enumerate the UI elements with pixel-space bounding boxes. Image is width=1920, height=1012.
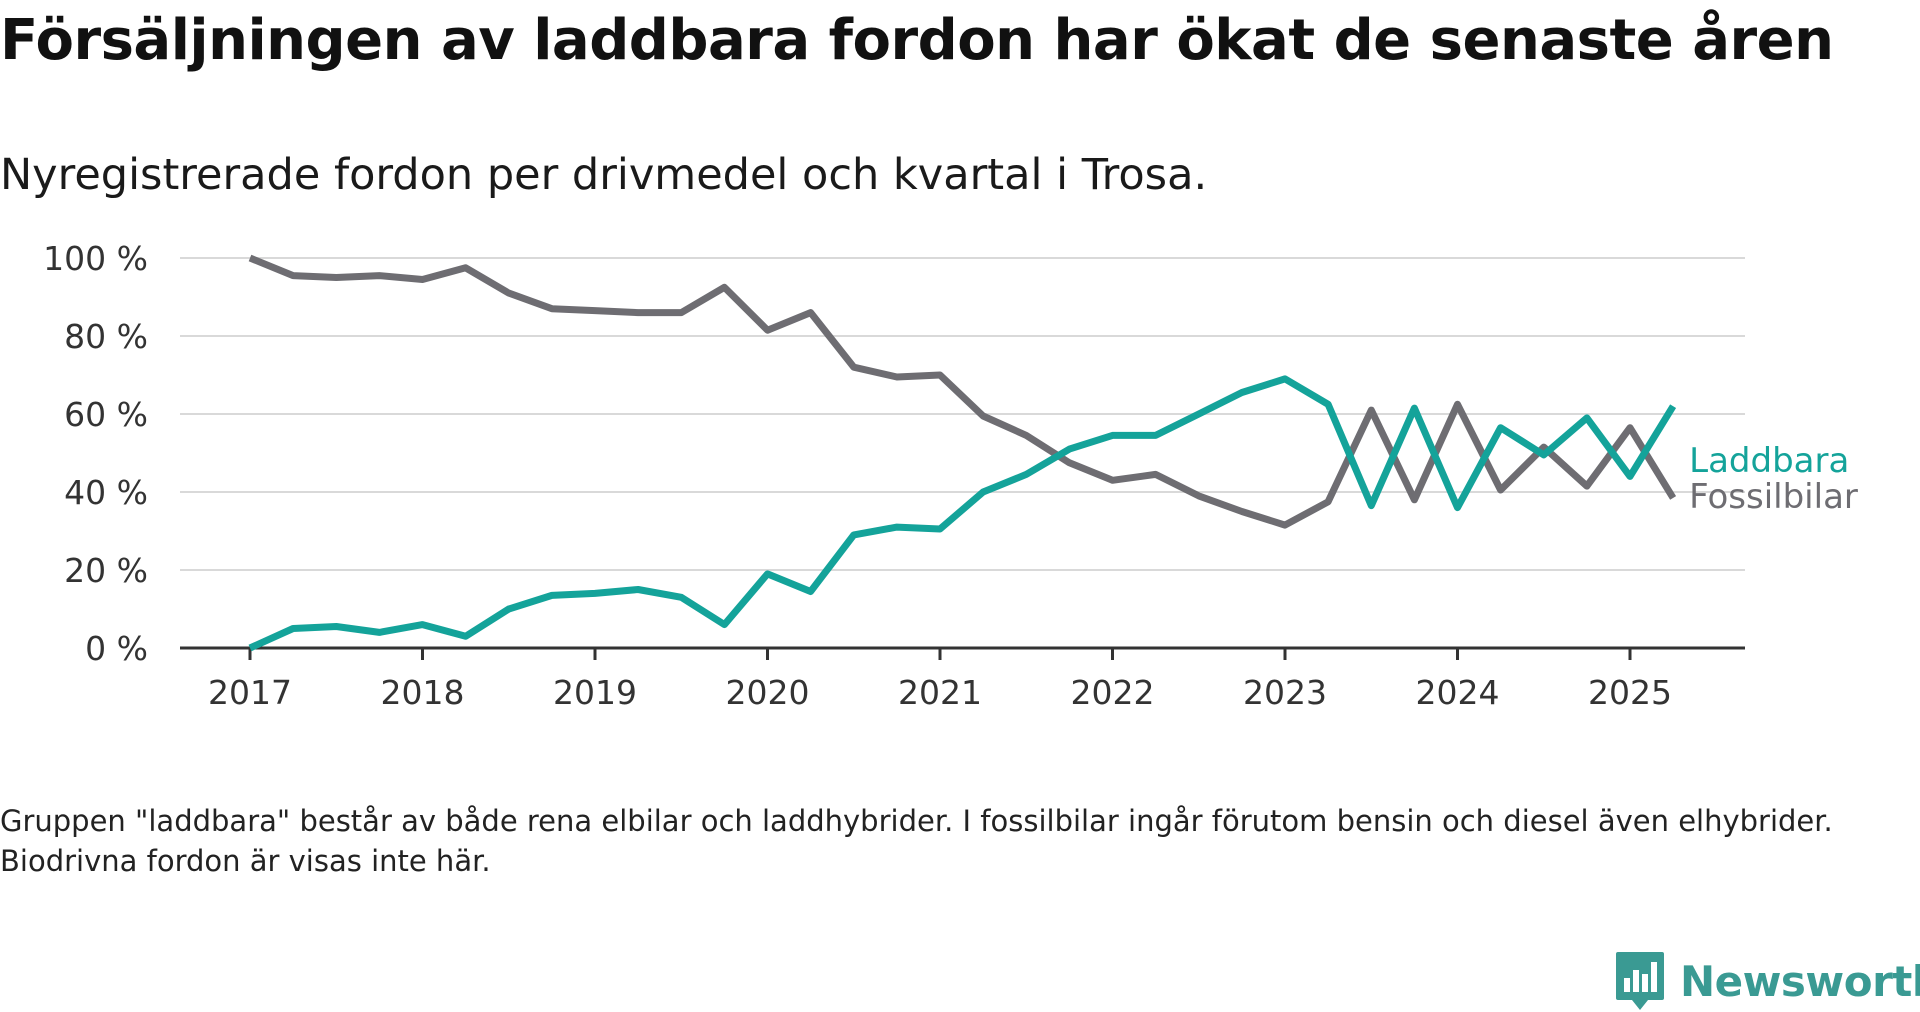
series-line-fossilbilar [248,254,1677,529]
series-line-laddbara [248,375,1677,652]
y-tick-label: 0 % [85,629,148,668]
chart-subtitle: Nyregistrerade fordon per drivmedel och … [0,150,1208,200]
x-tick-label: 2023 [1243,673,1327,712]
y-tick-label: 100 % [43,239,148,278]
series-label-laddbara: Laddbara [1689,441,1849,481]
axes: 0 % 20 % 40 % 60 % 80 % 100 % 2017 2018 2019 2020… [43,239,1745,712]
footnote: Gruppen "laddbara" består av både rena e… [0,804,1833,878]
series-lines [248,254,1677,652]
brand-logo[interactable]: Newsworthy [1614,950,1920,1012]
x-tick-label: 2025 [1588,673,1672,712]
line-chart: 0 % 20 % 40 % 60 % 80 % 100 % 2017 2018 2019 2020… [43,239,1858,712]
series-label-fossilbilar: Fossilbilar [1689,477,1858,517]
newsworthy-logo-icon [1616,952,1664,1010]
x-tick-label: 2021 [898,673,982,712]
x-tick-label: 2019 [553,673,637,712]
y-tick-label: 80 % [64,317,148,356]
y-tick-label: 20 % [64,551,148,590]
x-tick-label: 2017 [208,673,292,712]
grid-lines [180,257,1745,571]
brand-name: Newsworthy [1680,956,1920,1006]
x-tick-label: 2022 [1071,673,1155,712]
x-tick-label: 2018 [381,673,465,712]
y-tick-label: 60 % [64,395,148,434]
x-tick-label: 2020 [726,673,810,712]
y-tick-label: 40 % [64,473,148,512]
chart-title: Försäljningen av laddbara fordon har öka… [0,8,1834,73]
x-tick-label: 2024 [1416,673,1500,712]
